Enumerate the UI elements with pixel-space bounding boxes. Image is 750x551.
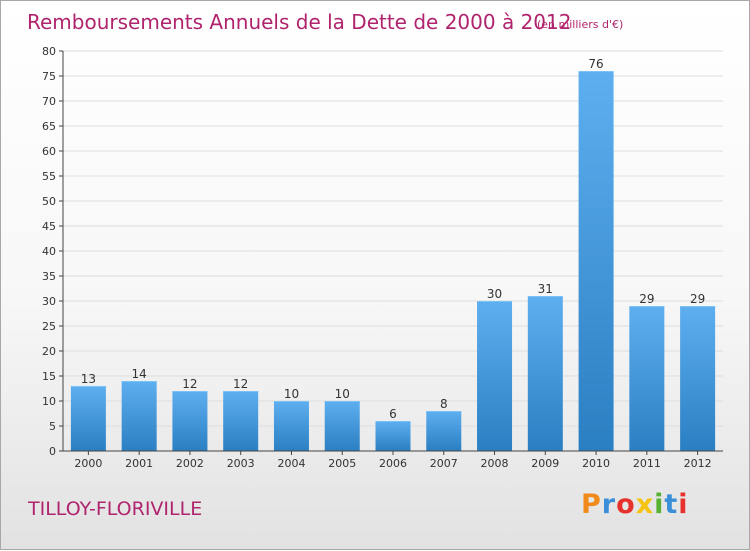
bar-value-label: 10: [284, 387, 299, 401]
location-label: TILLOY-FLORIVILLE: [28, 498, 203, 520]
unit-note: (en milliers d'€): [537, 18, 624, 31]
x-tick-label: 2002: [176, 457, 204, 470]
logo-letter: r: [601, 489, 617, 520]
logo-letter: t: [664, 489, 679, 520]
y-tick-label: 35: [42, 270, 56, 283]
x-tick-label: 2003: [227, 457, 255, 470]
bar-value-label: 13: [81, 372, 96, 386]
y-tick-label: 60: [42, 145, 56, 158]
y-tick-label: 65: [42, 120, 56, 133]
bar: [426, 411, 462, 451]
bar-value-label: 31: [538, 282, 553, 296]
x-tick-label: 2006: [379, 457, 407, 470]
bar: [324, 401, 360, 451]
bar: [121, 381, 157, 451]
y-tick-label: 70: [42, 95, 56, 108]
y-tick-label: 10: [42, 395, 56, 408]
bar: [477, 301, 513, 451]
logo-letter: P: [581, 489, 602, 520]
y-tick-label: 55: [42, 170, 56, 183]
bar: [273, 401, 309, 451]
y-tick-label: 0: [49, 445, 56, 458]
x-tick-label: 2001: [125, 457, 153, 470]
y-tick-label: 45: [42, 220, 56, 233]
bar-value-label: 29: [639, 292, 654, 306]
x-tick-label: 2000: [74, 457, 102, 470]
x-tick-label: 2005: [328, 457, 356, 470]
bar: [172, 391, 208, 451]
y-tick-label: 40: [42, 245, 56, 258]
bar: [578, 71, 614, 451]
y-tick-label: 5: [49, 420, 56, 433]
bar-value-label: 30: [487, 287, 502, 301]
chart-title: Remboursements Annuels de la Dette de 20…: [27, 10, 572, 34]
bar: [680, 306, 716, 451]
bar-value-label: 29: [690, 292, 705, 306]
bar-value-label: 6: [389, 407, 397, 421]
bar: [70, 386, 106, 451]
logo-letter: i: [678, 489, 689, 520]
logo-letter: i: [654, 489, 665, 520]
logo-letter: o: [616, 489, 636, 520]
y-tick-label: 75: [42, 70, 56, 83]
x-tick-label: 2008: [481, 457, 509, 470]
y-tick-label: 80: [42, 45, 56, 58]
logo-letter: x: [635, 489, 655, 520]
bar-value-label: 10: [335, 387, 350, 401]
y-tick-label: 30: [42, 295, 56, 308]
bar: [223, 391, 259, 451]
x-tick-label: 2012: [684, 457, 712, 470]
bar: [629, 306, 665, 451]
x-tick-label: 2010: [582, 457, 610, 470]
x-tick-label: 2007: [430, 457, 458, 470]
bar-value-label: 76: [588, 57, 603, 71]
y-tick-label: 25: [42, 320, 56, 333]
y-tick-label: 15: [42, 370, 56, 383]
x-tick-label: 2004: [277, 457, 305, 470]
bar-value-label: 12: [182, 377, 197, 391]
x-tick-label: 2011: [633, 457, 661, 470]
y-tick-label: 50: [42, 195, 56, 208]
bar: [527, 296, 563, 451]
bar-value-label: 12: [233, 377, 248, 391]
proxiti-logo: Proxiti: [581, 489, 689, 520]
y-tick-label: 20: [42, 345, 56, 358]
bar: [375, 421, 411, 451]
bar-value-label: 8: [440, 397, 448, 411]
bar-value-label: 14: [132, 367, 147, 381]
x-tick-label: 2009: [531, 457, 559, 470]
